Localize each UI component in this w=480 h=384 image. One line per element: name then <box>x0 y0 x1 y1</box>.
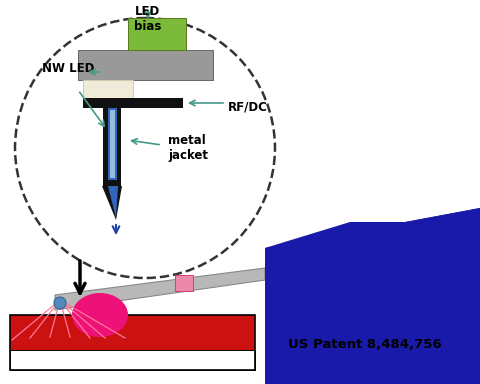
Polygon shape <box>108 186 118 218</box>
Polygon shape <box>268 208 480 384</box>
Polygon shape <box>265 208 480 384</box>
Circle shape <box>54 297 66 309</box>
Text: LED
bias: LED bias <box>134 5 162 33</box>
Bar <box>10 350 255 370</box>
Bar <box>83 80 133 98</box>
Bar <box>128 18 186 50</box>
Polygon shape <box>265 222 480 290</box>
Ellipse shape <box>72 293 128 337</box>
Polygon shape <box>55 268 265 310</box>
Bar <box>175 275 193 291</box>
Polygon shape <box>102 186 122 220</box>
Text: NW LED: NW LED <box>42 61 95 74</box>
Text: RF/DC: RF/DC <box>228 101 268 114</box>
Bar <box>103 108 121 186</box>
Bar <box>10 315 255 370</box>
Text: metal
jacket: metal jacket <box>168 134 208 162</box>
Bar <box>108 108 117 180</box>
Text: US Patent 8,484,756: US Patent 8,484,756 <box>288 339 442 351</box>
Bar <box>10 315 255 350</box>
Bar <box>110 110 115 178</box>
Bar <box>78 50 213 80</box>
Bar <box>83 98 183 108</box>
Polygon shape <box>265 260 330 384</box>
